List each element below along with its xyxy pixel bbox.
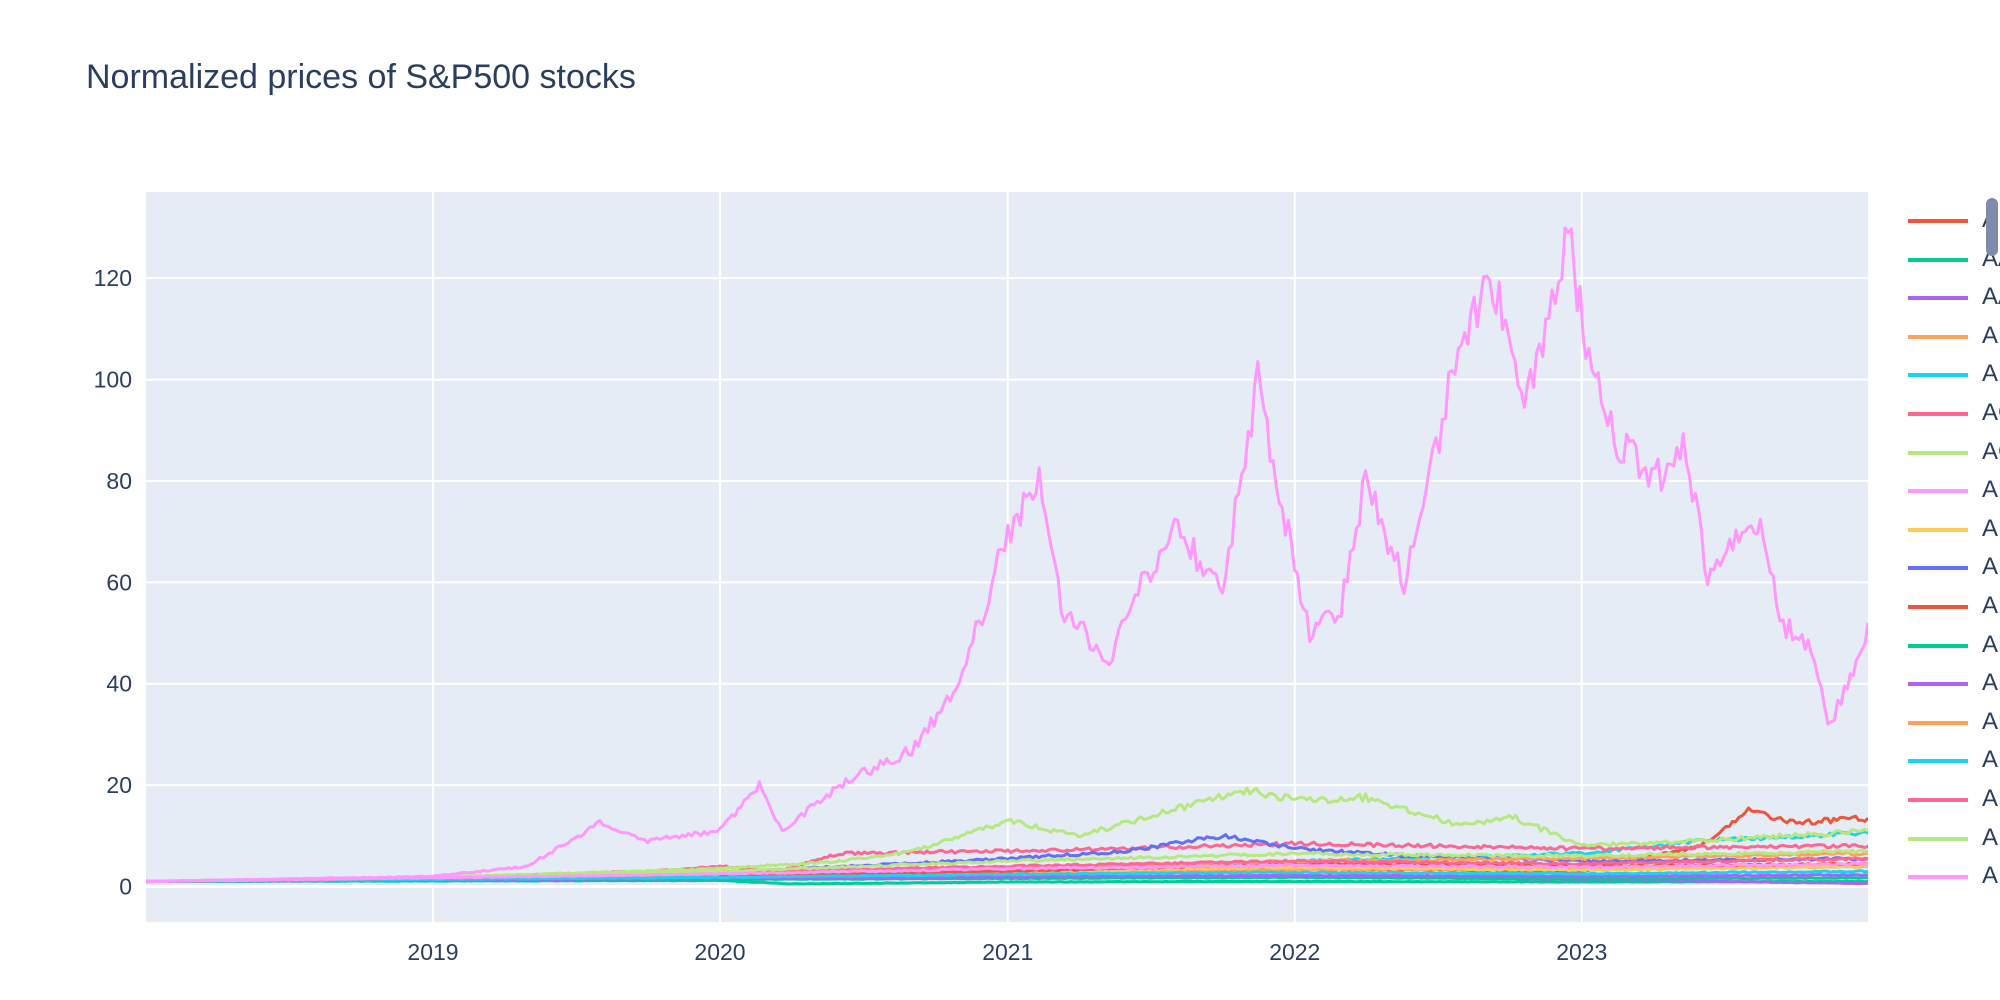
legend-item[interactable]: A xyxy=(1900,200,2000,238)
legend-item[interactable]: AE xyxy=(1900,663,2000,701)
legend-label: AD xyxy=(1982,592,2000,619)
y-tick-label: 60 xyxy=(106,569,132,595)
legend-swatch xyxy=(1908,643,1968,648)
legend-item[interactable]: AI xyxy=(1900,856,2000,894)
legend-swatch xyxy=(1908,605,1968,609)
legend-swatch xyxy=(1908,373,1968,378)
legend-item[interactable]: AA xyxy=(1900,239,2000,277)
legend-item[interactable]: AD xyxy=(1900,625,2000,663)
legend-item[interactable]: AB xyxy=(1900,316,2000,354)
legend-label: AI xyxy=(1982,862,2000,890)
legend-label: AF xyxy=(1982,785,2000,812)
legend-label: AB xyxy=(1982,321,2000,349)
y-gridlines xyxy=(146,277,1868,889)
legend: AAAAAABABACACADADADADADAEAEAEAFAICAI xyxy=(1900,200,2000,925)
legend-label: AB xyxy=(1982,360,2000,388)
x-tick-label: 2021 xyxy=(982,939,1033,965)
legend-swatch xyxy=(1908,257,1968,262)
legend-swatch xyxy=(1908,566,1968,571)
y-tick-label: 40 xyxy=(106,671,132,697)
series-layer xyxy=(146,226,1868,886)
legend-item[interactable]: AC xyxy=(1900,432,2000,470)
legend-item[interactable]: AB xyxy=(1900,354,2000,392)
legend-label: AE xyxy=(1982,707,2000,735)
legend-label: AIC xyxy=(1982,823,2000,851)
y-tick-label: 120 xyxy=(94,265,132,291)
legend-swatch xyxy=(1908,219,1968,223)
legend-swatch xyxy=(1908,875,1968,880)
y-tick-label: 80 xyxy=(106,468,132,494)
x-tick-label: 2020 xyxy=(694,939,745,965)
legend-label: AC xyxy=(1982,399,2000,426)
legend-swatch xyxy=(1908,489,1968,494)
legend-item[interactable]: AD xyxy=(1900,470,2000,508)
legend-swatch xyxy=(1908,682,1968,687)
legend-scrollbar[interactable] xyxy=(1986,198,1998,256)
y-tick-label: 20 xyxy=(106,772,132,798)
legend-item[interactable]: AD xyxy=(1900,586,2000,624)
legend-label: AC xyxy=(1982,437,2000,465)
legend-swatch xyxy=(1908,836,1968,841)
legend-item[interactable]: AF xyxy=(1900,779,2000,817)
legend-swatch xyxy=(1908,720,1968,725)
legend-item[interactable]: AA xyxy=(1900,277,2000,315)
legend-item[interactable]: AE xyxy=(1900,702,2000,740)
y-tick-label: 100 xyxy=(94,367,132,393)
x-tick-label: 2019 xyxy=(407,939,458,965)
legend-swatch xyxy=(1908,296,1968,301)
x-tick-label: 2022 xyxy=(1269,939,1320,965)
y-tick-label: 0 xyxy=(119,874,132,900)
legend-item[interactable]: AE xyxy=(1900,740,2000,778)
x-tick-labels: 2019 2020 2021 2022 2023 xyxy=(407,939,1607,965)
y-tick-labels: 0 20 40 60 80 100 120 xyxy=(94,265,132,899)
legend-label: AD xyxy=(1982,476,2000,504)
legend-swatch xyxy=(1908,334,1968,339)
legend-item[interactable]: AC xyxy=(1900,393,2000,431)
legend-label: AD xyxy=(1982,630,2000,658)
legend-label: AE xyxy=(1982,669,2000,697)
legend-label: AA xyxy=(1982,283,2000,311)
legend-label: AE xyxy=(1982,746,2000,774)
legend-label: AD xyxy=(1982,514,2000,542)
legend-swatch xyxy=(1908,412,1968,416)
legend-label: AD xyxy=(1982,553,2000,581)
legend-swatch xyxy=(1908,759,1968,764)
legend-swatch xyxy=(1908,527,1968,532)
legend-swatch xyxy=(1908,798,1968,802)
x-tick-label: 2023 xyxy=(1556,939,1607,965)
series-line-adbe xyxy=(146,226,1868,883)
legend-item[interactable]: AD xyxy=(1900,547,2000,585)
legend-item[interactable]: AD xyxy=(1900,509,2000,547)
legend-swatch xyxy=(1908,450,1968,455)
chart-title: Normalized prices of S&P500 stocks xyxy=(86,58,636,96)
series-line-aes xyxy=(146,869,1868,884)
legend-item[interactable]: AIC xyxy=(1900,818,2000,856)
